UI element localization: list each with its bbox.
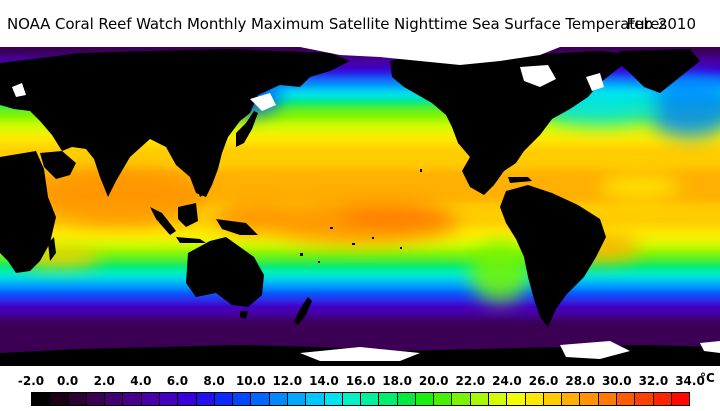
legend-tick-label: 16.0 (345, 374, 376, 388)
legend-tick-label: 28.0 (565, 374, 595, 388)
colorbar-swatch (507, 393, 526, 405)
colorbar-swatch (86, 393, 106, 405)
legend-tick-label: -2.0 (17, 374, 45, 388)
colorbar-swatch (434, 393, 453, 405)
colorbar-swatch (452, 393, 471, 405)
philippines-landmass (196, 173, 206, 197)
japan-landmass (236, 111, 258, 147)
colorbar-swatch (50, 393, 69, 405)
sst-world-map (0, 47, 720, 366)
map-date: Feb 2010 (626, 15, 697, 33)
south-america-landmass (500, 185, 606, 327)
colorbar-swatch (306, 393, 325, 405)
tasmania-landmass (240, 311, 248, 319)
colorbar-swatch (32, 393, 51, 405)
australia-landmass (186, 237, 264, 307)
legend-tick-label: 32.0 (638, 374, 669, 388)
colorbar-swatch (141, 393, 160, 405)
legend-tick-label: 10.0 (235, 374, 266, 388)
arabia-landmass (40, 151, 76, 179)
legend-tick-label: 18.0 (382, 374, 412, 388)
legend-tick-label: 24.0 (492, 374, 522, 388)
map-title: NOAA Coral Reef Watch Monthly Maximum Sa… (0, 14, 720, 34)
colorbar-swatch (489, 393, 508, 405)
legend-tick-label: 12.0 (272, 374, 303, 388)
hudson-bay-ice (520, 65, 556, 87)
antarctic-ice-shelf-b (560, 341, 630, 359)
legend-tick-label: 30.0 (601, 374, 632, 388)
legend-tick-label: 22.0 (455, 374, 486, 388)
legend-tick-label: 2.0 (93, 374, 115, 388)
colorbar-swatch (342, 393, 362, 405)
antarctic-ice-shelf-c (700, 341, 720, 353)
colorbar-swatch (123, 393, 142, 405)
colorbar-swatch (269, 393, 288, 405)
sea-ice (12, 47, 720, 361)
arctic-sea-ice (300, 47, 560, 65)
colorbar-swatch (525, 393, 544, 405)
colorbar-swatch (653, 393, 672, 405)
sea-of-okhotsk-ice (250, 93, 276, 111)
colorbar-swatch (178, 393, 197, 405)
colorbar-swatch (671, 393, 690, 405)
labrador-ice (586, 73, 604, 91)
colorbar-swatch (361, 393, 380, 405)
cuba-landmass (508, 177, 532, 183)
colorbar-swatch (159, 393, 179, 405)
colorbar-swatch (251, 393, 270, 405)
java-landmass (176, 237, 206, 243)
legend-unit: °C (700, 371, 715, 385)
africa-landmass (0, 151, 56, 273)
legend-tick-label: 8.0 (203, 374, 225, 388)
colorbar-swatch (415, 393, 435, 405)
colorbar-swatch (214, 393, 234, 405)
colorbar-swatch (324, 393, 343, 405)
colorbar-swatch (470, 393, 490, 405)
colorbar-swatch (635, 393, 654, 405)
legend-tick-label: 0.0 (56, 374, 79, 388)
land-masses (0, 49, 720, 366)
colorbar-swatch (379, 393, 398, 405)
legend-tick-label: 20.0 (418, 374, 449, 388)
antarctic-ice-shelf-a (300, 347, 420, 361)
madagascar-landmass (48, 237, 56, 261)
colorbar-swatch (580, 393, 599, 405)
legend-tick-labels: -2.0 0.0 2.0 4.0 6.0 8.0 10.0 12.0 14.0 16.0 18.0 2… (0, 373, 720, 389)
legend-tick-label: 14.0 (309, 374, 339, 388)
legend-tick-label: 26.0 (528, 374, 559, 388)
colorbar-swatch (196, 393, 215, 405)
eurasia-landmass (0, 49, 350, 197)
legend-tick-label: 6.0 (166, 374, 189, 388)
north-america-landmass (390, 51, 640, 195)
map-title-text: NOAA Coral Reef Watch Monthly Maximum Sa… (7, 15, 668, 33)
colorbar-swatch (617, 393, 636, 405)
colorbar-swatch (598, 393, 617, 405)
borneo-landmass (178, 203, 198, 227)
baltic-ice (12, 83, 26, 97)
colorbar-swatch (397, 393, 416, 405)
colorbar-swatch (68, 393, 87, 405)
temperature-legend: -2.0 0.0 2.0 4.0 6.0 8.0 10.0 12.0 14.0 16.0 18.0 2… (0, 370, 720, 411)
colorbar (31, 392, 690, 406)
colorbar-swatch (233, 393, 252, 405)
colorbar-swatch (543, 393, 563, 405)
legend-tick-label: 4.0 (130, 374, 152, 388)
legend-tick-label: 34.0 (675, 374, 705, 388)
colorbar-swatch (562, 393, 581, 405)
colorbar-swatch (105, 393, 124, 405)
sumatra-landmass (150, 207, 176, 235)
colorbar-swatch (287, 393, 307, 405)
greenland-landmass (616, 49, 700, 93)
new-guinea-landmass (216, 219, 258, 235)
new-zealand-landmass (294, 297, 312, 325)
